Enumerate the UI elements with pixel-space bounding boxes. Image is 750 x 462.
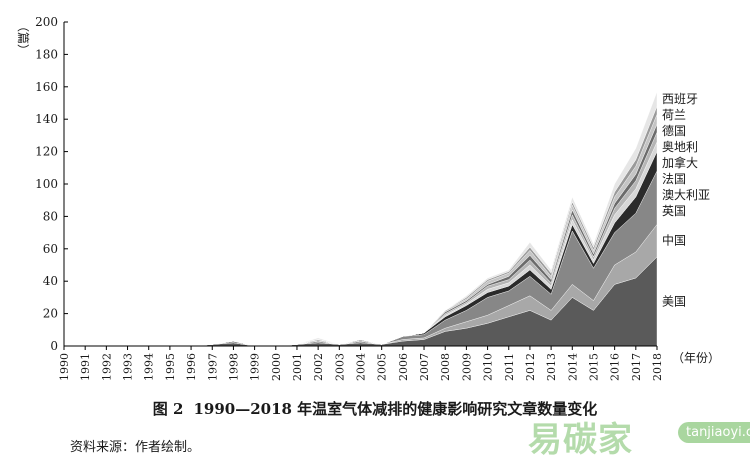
x-tick-label: 1993 [122,353,135,381]
y-tick-label: 120 [35,145,58,159]
series-label-西班牙: 西班牙 [662,92,698,106]
x-tick-label: 1990 [58,353,71,381]
watermark-logo-text: 易碳家 [528,420,633,460]
x-tick-label: 2013 [545,353,558,381]
y-axis-unit: （篇） [16,20,31,56]
caption-text: 1990—2018 年温室气体减排的健康影响研究文章数量变化 [193,400,598,418]
x-tick-label: 2002 [312,353,325,381]
x-tick-label: 1998 [227,353,240,381]
x-tick-label: 2010 [482,353,495,381]
x-tick-label: 1996 [185,353,198,381]
x-tick-label: 2015 [588,353,601,381]
y-tick-label: 60 [43,242,58,256]
y-tick-label: 180 [35,47,58,61]
y-tick-label: 140 [35,112,58,126]
figure-caption: 图 2 1990—2018 年温室气体减排的健康影响研究文章数量变化 [0,398,750,419]
series-label-加拿大: 加拿大 [662,155,698,170]
x-axis-unit: （年份） [672,351,720,365]
x-tick-label: 2008 [439,353,452,381]
x-tick-label: 1992 [100,353,113,381]
x-tick-label: 2000 [270,353,283,381]
y-tick-label: 40 [43,274,58,288]
series-label-法国: 法国 [662,172,686,186]
x-tick-label: 1994 [143,353,156,381]
caption-number: 图 2 [152,400,184,418]
series-label-奥地利: 奥地利 [662,140,698,154]
series-label-中国: 中国 [662,233,686,248]
y-tick-label: 20 [43,307,58,321]
watermark: 易碳家 tanjiaoyi.com [528,412,750,461]
source-note: 资料来源：作者绘制。 [70,440,201,455]
y-tick-label: 0 [50,339,58,353]
x-tick-label: 2016 [609,353,622,381]
x-tick-label: 2001 [291,353,304,381]
x-tick-label: 1991 [79,353,92,381]
x-tick-label: 1995 [164,353,177,381]
axes: 0 20 40 60 80 100 120 140 160 180 200 （篇） 1990 1991 19… [16,15,720,381]
x-tick-label: 2017 [630,353,643,381]
series-label-英国: 英国 [662,204,686,218]
x-tick-label: 2011 [503,353,516,381]
x-tick-label: 2014 [566,353,579,381]
series-label-美国: 美国 [662,294,686,308]
x-tick-label: 2004 [355,353,368,381]
x-tick-label: 2009 [460,353,473,381]
x-tick-label: 2007 [418,353,431,381]
x-tick-label: 2018 [651,353,664,381]
x-tick-label: 1999 [249,353,262,381]
y-tick-label: 160 [35,80,58,94]
x-tick-label: 2005 [376,353,389,381]
stacked-area-chart: 0 20 40 60 80 100 120 140 160 180 200 （篇） 1990 1991 19… [16,15,720,381]
y-tick-label: 200 [35,15,58,29]
x-tick-label: 2003 [333,353,346,381]
x-tick-label: 1997 [206,353,219,381]
area-layers [64,91,658,347]
x-tick-label: 2012 [524,353,537,381]
x-tick-label: 2006 [397,353,410,381]
series-label-荷兰: 荷兰 [662,108,686,122]
y-tick-label: 100 [35,177,58,191]
watermark-url: tanjiaoyi.com [678,422,750,443]
y-tick-label: 80 [43,209,58,223]
series-label-德国: 德国 [662,123,686,138]
series-label-澳大利亚: 澳大利亚 [662,188,710,202]
